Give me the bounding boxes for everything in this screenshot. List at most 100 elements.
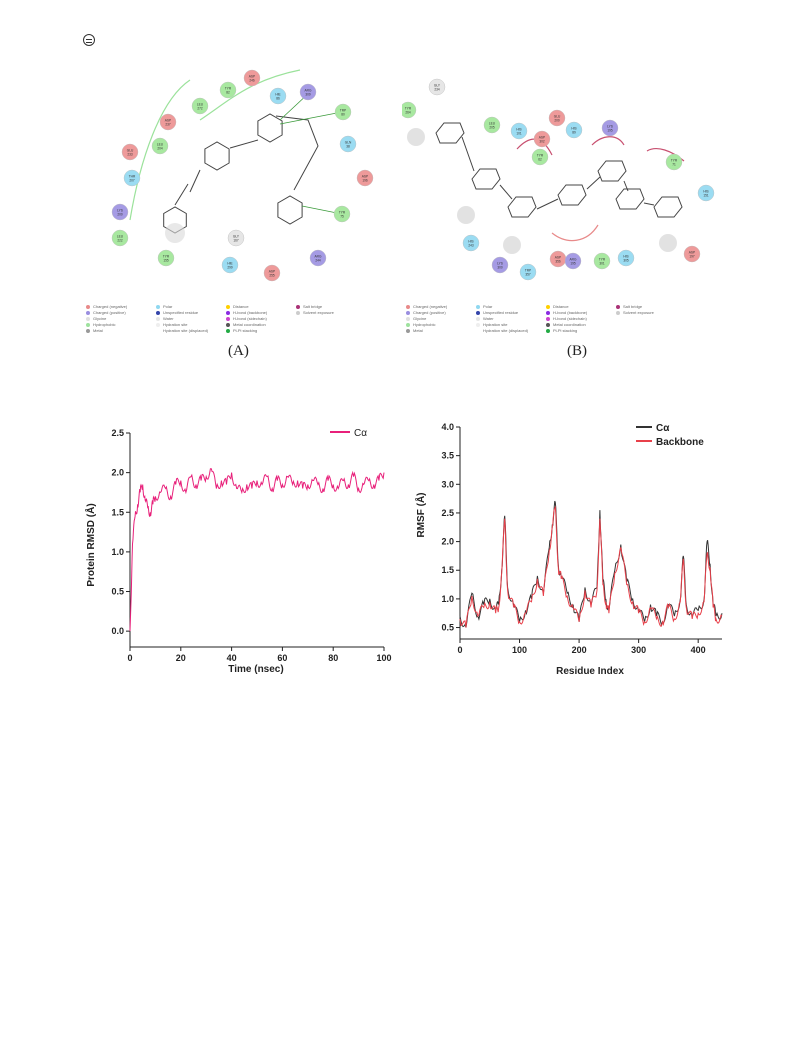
svg-text:222: 222 — [117, 239, 123, 243]
svg-text:80: 80 — [341, 113, 345, 117]
svg-text:ASP: ASP — [249, 75, 255, 79]
rmsd-y-tick-label: 1.5 — [111, 507, 124, 517]
rmsf-y-tick-label: 2.5 — [441, 508, 454, 518]
rmsd-x-tick-label: 20 — [176, 653, 186, 663]
svg-text:HIS: HIS — [571, 127, 576, 131]
rmsf-ylabel: RMSF (Å) — [414, 493, 427, 538]
interaction-legend-a: Charged (negative) Charged (positive) Glyc… — [86, 304, 386, 334]
legend-swatch-icon — [156, 310, 160, 315]
svg-text:TYR: TYR — [405, 107, 412, 111]
svg-text:ARG: ARG — [570, 258, 577, 262]
legend-swatch-icon — [476, 316, 480, 321]
legend-label: Hydrophobic — [413, 322, 436, 327]
rmsd-y-tick-label: 1.0 — [111, 547, 124, 557]
svg-text:234: 234 — [434, 88, 440, 92]
diagram-a-legend-item: Hydrophobic — [86, 322, 115, 327]
rmsf-xlabel: Residue Index — [556, 666, 624, 677]
interaction-legend-b: Charged (negative) Charged (positive) Glyc… — [406, 304, 706, 334]
svg-text:264: 264 — [405, 111, 411, 115]
legend-label: Salt bridge — [623, 304, 643, 309]
svg-text:101: 101 — [516, 132, 522, 136]
rmsd-y-tick-label: 0.0 — [111, 626, 124, 636]
publisher-logo-icon — [83, 34, 95, 46]
diagram-b-legend-item: Metal — [406, 328, 423, 333]
rmsd-y-tick-label: 2.0 — [111, 468, 124, 478]
svg-text:75: 75 — [340, 215, 344, 219]
svg-text:LEU: LEU — [489, 122, 496, 126]
diagram-b-legend-item: Hydration site (displaced) — [476, 328, 528, 333]
legend-swatch-icon — [476, 328, 480, 333]
legend-swatch-icon — [476, 304, 480, 309]
diagram-b-legend-item: Solvent exposure — [616, 310, 654, 315]
diagram-a-legend-item: H-bond (sidechain) — [226, 316, 267, 321]
svg-text:71: 71 — [672, 163, 676, 167]
legend-swatch-icon — [406, 310, 410, 315]
svg-text:305: 305 — [623, 259, 629, 263]
svg-text:62: 62 — [538, 158, 542, 162]
rmsd-x-tick-label: 100 — [376, 653, 391, 663]
rmsf-chart-svg: RMSF (Å) Residue Index Cα Backbone 0 100 2… — [414, 422, 723, 677]
svg-text:197: 197 — [689, 255, 695, 259]
rmsf-x-tick-label: 200 — [572, 645, 587, 655]
svg-text:HIS: HIS — [623, 255, 628, 259]
svg-text:195: 195 — [570, 262, 576, 266]
diagram-a-legend-item: Solvent exposure — [296, 310, 334, 315]
svg-text:HIE: HIE — [227, 262, 232, 266]
svg-text:200: 200 — [554, 119, 560, 123]
legend-label: Water — [483, 316, 494, 321]
diagram-b-legend-item: Salt bridge — [616, 304, 642, 309]
legend-label: H-bond (backbone) — [233, 310, 268, 315]
rmsd-y-tick-label: 0.5 — [111, 587, 124, 597]
legend-swatch-icon — [296, 310, 300, 315]
legend-swatch-icon — [406, 322, 410, 327]
legend-label: Glycine — [413, 316, 427, 321]
diagram-a-legend-item: Glycine — [86, 316, 106, 321]
legend-label: Hydration site (displaced) — [163, 328, 209, 333]
rmsf-y-tick-label: 0.5 — [441, 623, 454, 633]
rmsf-legend-label-backbone: Backbone — [656, 437, 704, 448]
svg-text:TYR: TYR — [537, 154, 544, 158]
svg-text:255: 255 — [269, 274, 275, 278]
legend-label: Distance — [553, 304, 569, 309]
legend-swatch-icon — [156, 322, 160, 327]
legend-swatch-icon — [226, 310, 230, 315]
legend-swatch-icon — [616, 304, 620, 309]
diagram-a-legend-item: Distance — [226, 304, 249, 309]
svg-text:151: 151 — [703, 194, 709, 198]
legend-label: Hydrophobic — [93, 322, 116, 327]
legend-label: Metal coordination — [553, 322, 586, 327]
legend-label: Metal coordination — [233, 322, 266, 327]
legend-label: Unspecified residue — [163, 310, 199, 315]
legend-label: Polar — [483, 304, 493, 309]
diagram-a-legend-item: Charged (negative) — [86, 304, 127, 309]
legend-label: Charged (positive) — [93, 310, 126, 315]
diagram-a-legend-item: H-bond (backbone) — [226, 310, 267, 315]
svg-text:299: 299 — [227, 266, 233, 270]
diagram-b-legend-item: Charged (negative) — [406, 304, 447, 309]
diagram-a-legend-item: Metal — [86, 328, 103, 333]
svg-text:LYS: LYS — [117, 209, 123, 213]
legend-label: Salt bridge — [303, 304, 323, 309]
svg-text:357: 357 — [525, 273, 531, 277]
legend-swatch-icon — [86, 304, 90, 309]
diagram-a-legend-item: Salt bridge — [296, 304, 322, 309]
